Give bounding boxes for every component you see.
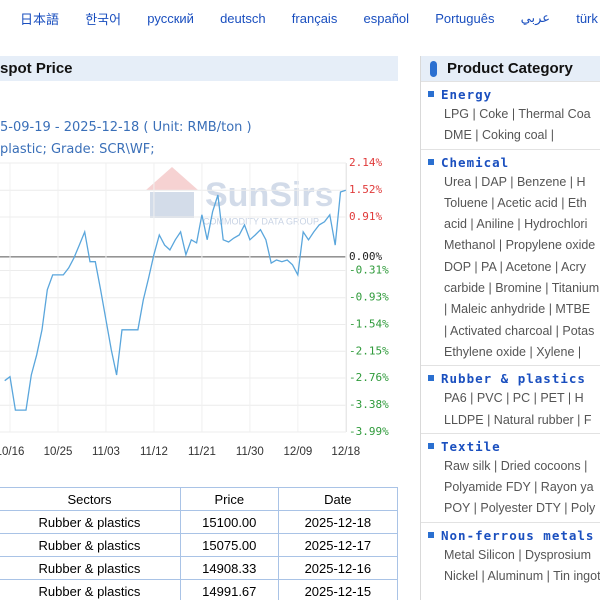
icon [430,61,437,77]
y-tick-label: -1.54% [349,317,389,330]
x-tick-label: 11/30 [236,446,264,458]
category-section: Non-ferrous metals Metal Silicon | Dyspro… [421,521,600,590]
category-items[interactable]: Toluene | Acetic acid | Eth [444,195,587,210]
x-tick-label: 11/21 [188,446,216,458]
language-link[interactable]: deutsch [220,10,266,26]
table-cell: 14991.67 [179,579,279,600]
table-cell: 2025-12-18 [277,510,399,534]
category-items[interactable]: LLDPE | Natural rubber | F [444,412,592,427]
panel-title: spot Price [0,56,398,81]
category-items[interactable]: Ethylene oxide | Xylene | [444,344,582,359]
x-tick-label: 10/16 [0,446,24,458]
category-items[interactable]: Raw silk | Dried cocoons | [444,458,588,473]
sidebar-title: Product Category [421,56,600,81]
category-items[interactable]: Metal Silicon | Dysprosium [444,547,592,562]
table-row: Rubber & plastics 15100.00 2025-12-18 [0,510,399,534]
y-tick-label: -3.99% [349,425,389,438]
category-name[interactable]: Textile [421,437,600,456]
language-link[interactable]: français [291,10,338,26]
category-items[interactable]: | Activated charcoal | Potas [444,323,595,338]
table-cell: Rubber & plastics [0,510,181,534]
category-items[interactable]: DOP | PA | Acetone | Acry [444,259,586,274]
language-link[interactable]: español [363,10,410,26]
category-items[interactable]: Methanol | Propylene oxide [444,238,596,253]
table-row: Rubber & plastics 15075.00 2025-12-17 [0,533,399,557]
category-items[interactable]: PA6 | PVC | PC | PET | H [444,391,584,406]
x-tick-label: 11/12 [140,446,168,458]
table-cell: 2025-12-15 [277,579,399,600]
category-items[interactable]: Nickel | Aluminum | Tin ingot [444,569,600,584]
date-range: 5-09-19 - 2025-12-18 ( Unit: RMB/ton ) [0,120,252,135]
language-link[interactable]: 한국어 [85,11,122,27]
y-tick-label: 0.91% [349,210,382,223]
watermark-logo [150,192,194,218]
x-tick-label: 12/18 [331,446,360,458]
language-link[interactable]: عربي [520,10,551,25]
watermark: SunSirs [205,176,333,214]
category-name[interactable]: Non-ferrous metals [421,526,600,545]
category-section: Textile Raw silk | Dried cocoons | Polyami… [421,432,600,522]
category-items[interactable]: | Maleic anhydride | MTBE [444,302,591,317]
y-tick-label: -0.31% [349,264,389,277]
y-tick-label: -2.15% [349,344,389,357]
table-cell: 2025-12-16 [277,556,399,580]
watermark-logo [146,167,198,190]
table-cell: 15100.00 [179,510,279,534]
table-cell: 2025-12-17 [277,533,399,557]
table-cell: Rubber & plastics [0,579,181,600]
category-items[interactable]: Polyamide FDY | Rayon ya [444,480,594,495]
y-tick-label: -2.76% [349,371,389,384]
category-name[interactable]: Energy [421,85,600,104]
category-section: Chemical Urea | DAP | Benzene | H Toluene … [421,148,600,366]
x-tick-label: 10/25 [44,446,73,458]
sidebar: Product Category Energy LPG | Coke | Ther… [420,56,600,600]
language-link[interactable]: türk [576,10,598,26]
category-items[interactable]: carbide | Bromine | Titanium [444,281,600,296]
category-items[interactable]: Urea | DAP | Benzene | H [444,174,586,189]
table-row: Rubber & plastics 14991.67 2025-12-15 [0,579,399,600]
language-link[interactable]: Português [435,10,495,26]
category-name[interactable]: Chemical [421,153,600,172]
sidebar-title-text: Product Category [447,60,573,77]
grade: plastic; Grade: SCR\WF; [0,142,155,157]
table-cell: 15075.00 [179,533,279,557]
header-cell: Sectors [0,487,181,511]
price-table: Sectors Price Date Rubber & plastics 15100.0… [0,487,399,600]
y-tick-label: -0.93% [349,291,389,304]
chart: SunSirs COMMODITY DATA GROUP 2.14% 1.52% 0.9… [0,156,389,458]
category-items[interactable]: acid | Aniline | Hydrochlori [444,217,588,232]
category-section: Energy LPG | Coke | Thermal Coa DME | Coki… [421,81,600,149]
header-cell: Date [277,487,399,511]
table-row: Rubber & plastics 14908.33 2025-12-16 [0,556,399,580]
y-tick-label: 0.00% [349,250,382,263]
table-cell: 14908.33 [179,556,279,580]
y-tick-label: 1.52% [349,183,382,196]
x-tick-label: 11/03 [92,446,120,458]
category-items[interactable]: DME | Coking coal | [444,128,555,143]
language-link[interactable]: русский [147,10,194,26]
category-items[interactable]: LPG | Coke | Thermal Coa [444,107,591,121]
language-link[interactable]: 日本語 [20,11,60,27]
watermark-sub: COMMODITY DATA GROUP [203,216,319,226]
price-line [4,189,347,411]
y-tick-label: 2.14% [349,156,382,169]
y-tick-label: -3.38% [349,398,389,411]
category-section: Rubber & plastics PA6 | PVC | PC | PET | … [421,365,600,433]
language-bar: 日本語 한국어 русский deutsch français español Portu… [0,0,600,36]
x-tick-label: 12/09 [283,446,312,458]
table-header: Sectors Price Date [0,487,399,511]
category-name[interactable]: Rubber & plastics [421,369,600,388]
table-cell: Rubber & plastics [0,556,181,580]
table-cell: Rubber & plastics [0,533,181,557]
category-items[interactable]: POY | Polyester DTY | Poly [444,501,596,516]
header-cell: Price [179,487,279,511]
